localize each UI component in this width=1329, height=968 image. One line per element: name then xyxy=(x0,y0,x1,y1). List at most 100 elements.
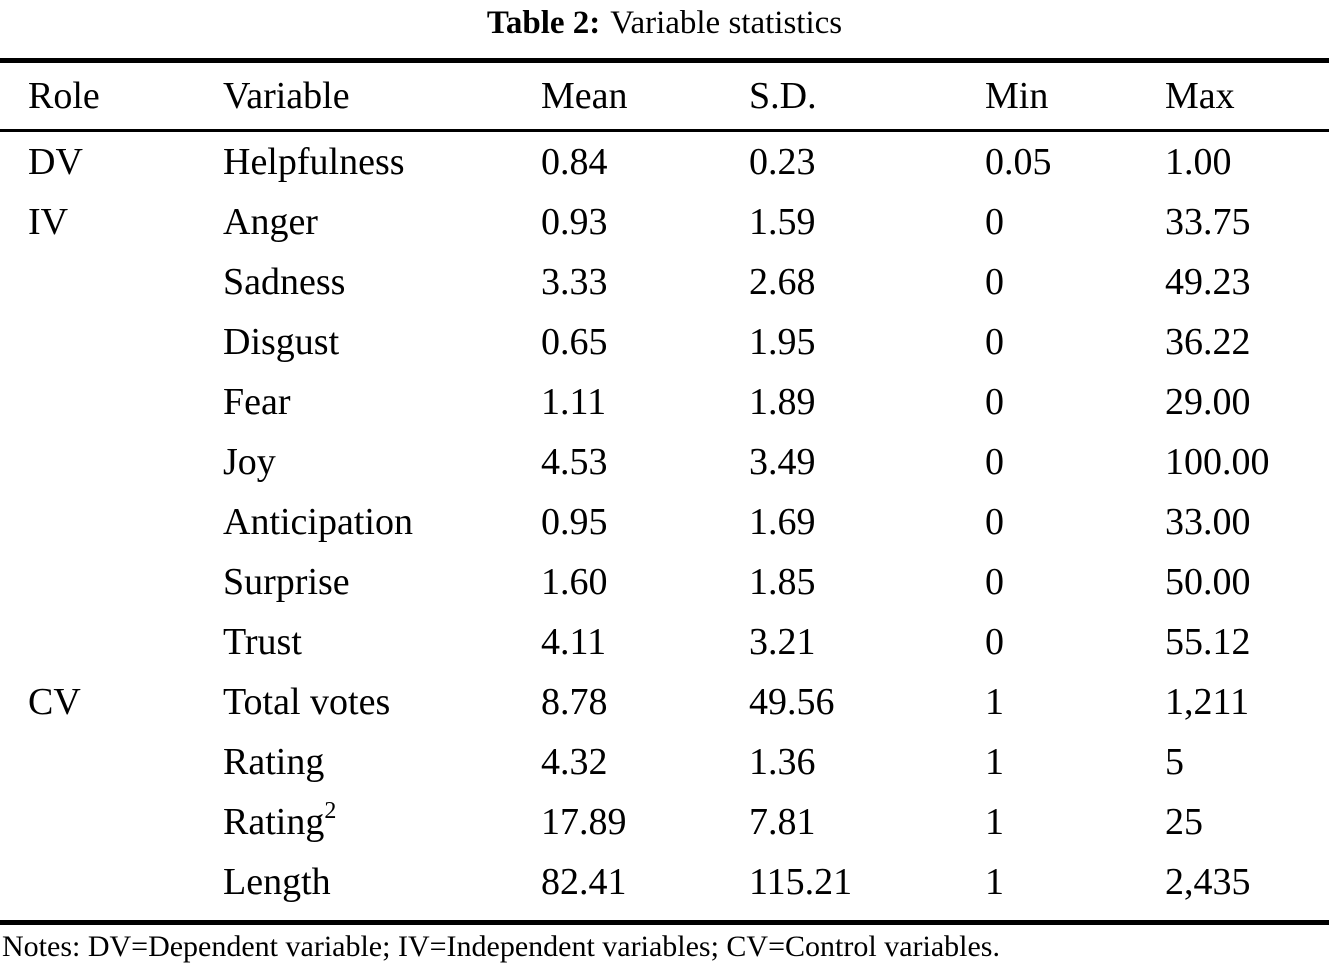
cell-variable: Anger xyxy=(223,200,541,244)
table-row: Joy 4.53 3.49 0 100.00 xyxy=(0,432,1329,492)
variable-name: Joy xyxy=(223,441,276,483)
variable-name: Length xyxy=(223,861,331,903)
cell-max: 55.12 xyxy=(1165,621,1251,663)
cell-sd: 3.21 xyxy=(749,621,816,663)
cell-mean: 0.65 xyxy=(541,321,608,363)
cell-max: 25 xyxy=(1165,801,1203,843)
cell-min: 0 xyxy=(985,381,1004,423)
header-role: Role xyxy=(28,75,100,117)
table-row: Disgust 0.65 1.95 0 36.22 xyxy=(0,312,1329,372)
cell-max: 1,211 xyxy=(1165,681,1250,723)
cell-sd: 1.85 xyxy=(749,561,816,603)
cell-min: 1 xyxy=(985,681,1004,723)
variable-name: Helpfulness xyxy=(223,141,405,183)
variable-name: Rating xyxy=(223,741,325,783)
cell-sd: 2.68 xyxy=(749,261,816,303)
variable-statistics-table: Role Variable Mean S.D. Min Max DV Helpfu… xyxy=(0,58,1329,925)
header-mean: Mean xyxy=(541,75,628,117)
cell-variable: Anticipation xyxy=(223,500,541,544)
cell-variable: Joy xyxy=(223,440,541,484)
table-row: Surprise 1.60 1.85 0 50.00 xyxy=(0,552,1329,612)
cell-mean: 1.11 xyxy=(541,381,607,423)
table-body: DV Helpfulness 0.84 0.23 0.05 1.00 IV Anger 0.93… xyxy=(0,132,1329,920)
header-sd: S.D. xyxy=(749,75,817,117)
table-caption: Table 2: Variable statistics xyxy=(0,0,1329,45)
cell-mean: 1.60 xyxy=(541,561,608,603)
variable-superscript: 2 xyxy=(324,798,337,825)
cell-role: DV xyxy=(28,141,83,183)
cell-max: 49.23 xyxy=(1165,261,1251,303)
variable-name: Trust xyxy=(223,621,302,663)
cell-max: 36.22 xyxy=(1165,321,1251,363)
cell-role: CV xyxy=(28,681,81,723)
cell-variable: Sadness xyxy=(223,260,541,304)
cell-max: 100.00 xyxy=(1165,441,1270,483)
header-min: Min xyxy=(985,75,1049,117)
cell-variable: Helpfulness xyxy=(223,140,541,184)
variable-name: Sadness xyxy=(223,261,346,303)
cell-max: 50.00 xyxy=(1165,561,1251,603)
cell-sd: 1.89 xyxy=(749,381,816,423)
cell-mean: 4.11 xyxy=(541,621,607,663)
cell-max: 33.75 xyxy=(1165,201,1251,243)
cell-sd: 3.49 xyxy=(749,441,816,483)
cell-min: 0.05 xyxy=(985,141,1052,183)
cell-mean: 0.93 xyxy=(541,201,608,243)
table-row: IV Anger 0.93 1.59 0 33.75 xyxy=(0,192,1329,252)
cell-sd: 1.95 xyxy=(749,321,816,363)
variable-name: Fear xyxy=(223,381,291,423)
cell-mean: 4.32 xyxy=(541,741,608,783)
cell-min: 1 xyxy=(985,801,1004,843)
cell-mean: 82.41 xyxy=(541,861,627,903)
cell-variable: Trust xyxy=(223,620,541,664)
table-row: Trust 4.11 3.21 0 55.12 xyxy=(0,612,1329,672)
cell-max: 1.00 xyxy=(1165,141,1232,183)
cell-sd: 7.81 xyxy=(749,801,816,843)
cell-variable: Fear xyxy=(223,380,541,424)
table-notes: Notes: DV=Dependent variable; IV=Indepen… xyxy=(2,930,1000,963)
cell-mean: 3.33 xyxy=(541,261,608,303)
variable-name: Total votes xyxy=(223,681,391,723)
cell-sd: 115.21 xyxy=(749,861,853,903)
table-caption-label: Table 2: xyxy=(486,5,601,41)
table-row: Rating2 17.89 7.81 1 25 xyxy=(0,792,1329,852)
cell-sd: 1.36 xyxy=(749,741,816,783)
cell-min: 0 xyxy=(985,561,1004,603)
variable-name: Disgust xyxy=(223,321,340,363)
cell-max: 2,435 xyxy=(1165,861,1251,903)
variable-name: Surprise xyxy=(223,561,350,603)
variable-name: Anticipation xyxy=(223,501,413,543)
cell-max: 29.00 xyxy=(1165,381,1251,423)
cell-mean: 8.78 xyxy=(541,681,608,723)
cell-min: 0 xyxy=(985,621,1004,663)
cell-variable: Total votes xyxy=(223,680,541,724)
cell-mean: 17.89 xyxy=(541,801,627,843)
cell-sd: 49.56 xyxy=(749,681,835,723)
table-row: Sadness 3.33 2.68 0 49.23 xyxy=(0,252,1329,312)
header-max: Max xyxy=(1165,75,1235,117)
table-header-row: Role Variable Mean S.D. Min Max xyxy=(0,63,1329,132)
cell-min: 1 xyxy=(985,741,1004,783)
cell-mean: 0.95 xyxy=(541,501,608,543)
cell-min: 0 xyxy=(985,321,1004,363)
cell-mean: 4.53 xyxy=(541,441,608,483)
cell-min: 1 xyxy=(985,861,1004,903)
cell-variable: Length xyxy=(223,860,541,904)
variable-name: Anger xyxy=(223,201,318,243)
table-row: DV Helpfulness 0.84 0.23 0.05 1.00 xyxy=(0,132,1329,192)
cell-sd: 1.59 xyxy=(749,201,816,243)
cell-min: 0 xyxy=(985,201,1004,243)
table-row: Length 82.41 115.21 1 2,435 xyxy=(0,852,1329,912)
variable-name: Rating xyxy=(223,801,325,843)
table-row: Fear 1.11 1.89 0 29.00 xyxy=(0,372,1329,432)
table-caption-text: Variable statistics xyxy=(610,5,843,41)
cell-min: 0 xyxy=(985,441,1004,483)
header-variable: Variable xyxy=(223,75,350,117)
cell-sd: 1.69 xyxy=(749,501,816,543)
cell-variable: Disgust xyxy=(223,320,541,364)
table-row: Rating 4.32 1.36 1 5 xyxy=(0,732,1329,792)
cell-max: 5 xyxy=(1165,741,1184,783)
table-row: CV Total votes 8.78 49.56 1 1,211 xyxy=(0,672,1329,732)
cell-variable: Surprise xyxy=(223,560,541,604)
cell-variable: Rating xyxy=(223,740,541,784)
